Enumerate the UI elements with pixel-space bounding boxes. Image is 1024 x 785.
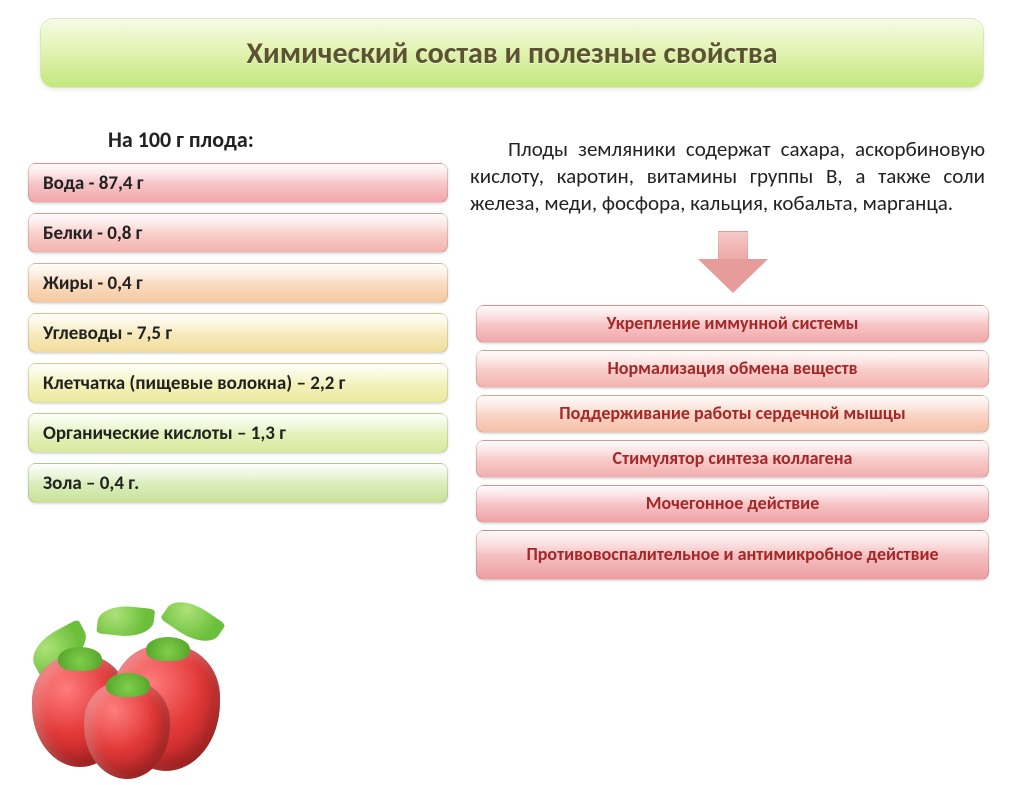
benefit-item: Противовоспалительное и антимикробное де… [476, 530, 989, 580]
composition-item-label: Вода - 87,4 г [43, 172, 144, 195]
benefits-list: Укрепление иммунной системы Нормализация … [470, 305, 995, 580]
benefit-item: Нормализация обмена веществ [476, 350, 989, 388]
composition-item-label: Белки - 0,8 г [43, 222, 142, 245]
benefit-item-label: Стимулятор синтеза коллагена [603, 449, 863, 469]
benefit-item-label: Противовоспалительное и антимикробное де… [516, 545, 948, 565]
composition-item: Органические кислоты – 1,3 г [28, 413, 448, 453]
composition-item: Вода - 87,4 г [28, 163, 448, 203]
composition-item: Белки - 0,8 г [28, 213, 448, 253]
composition-item: Жиры - 0,4 г [28, 263, 448, 303]
benefit-item-label: Мочегонное действие [636, 494, 830, 514]
benefit-item: Поддерживание работы сердечной мышцы [476, 395, 989, 433]
composition-item: Клетчатка (пищевые волокна) – 2,2 г [28, 363, 448, 403]
composition-column: На 100 г плода: Вода - 87,4 г Белки - 0,8… [28, 118, 448, 513]
composition-item: Углеводы - 7,5 г [28, 313, 448, 353]
composition-list: Вода - 87,4 г Белки - 0,8 г Жиры - 0,4 г Уг… [28, 163, 448, 503]
strawberry-image [24, 611, 244, 781]
composition-item-label: Углеводы - 7,5 г [43, 322, 172, 345]
benefit-item: Мочегонное действие [476, 485, 989, 523]
benefit-item-label: Поддерживание работы сердечной мышцы [549, 404, 915, 424]
composition-item-label: Зола – 0,4 г. [43, 472, 139, 495]
benefit-item: Стимулятор синтеза коллагена [476, 440, 989, 478]
benefit-item-label: Укрепление иммунной системы [596, 314, 868, 334]
benefits-column: Плоды земляники содержат сахара, аскорби… [470, 136, 995, 587]
composition-item-label: Клетчатка (пищевые волокна) – 2,2 г [43, 372, 345, 395]
composition-item-label: Органические кислоты – 1,3 г [43, 422, 286, 445]
page-title: Химический состав и полезные свойства [246, 35, 777, 72]
composition-item: Зола – 0,4 г. [28, 463, 448, 503]
composition-item-label: Жиры - 0,4 г [43, 272, 143, 295]
composition-subhead: На 100 г плода: [108, 126, 448, 153]
benefit-item: Укрепление иммунной системы [476, 305, 989, 343]
down-arrow-icon [698, 231, 768, 295]
description-paragraph: Плоды земляники содержат сахара, аскорби… [470, 136, 995, 217]
content-area: На 100 г плода: Вода - 87,4 г Белки - 0,8… [0, 118, 1024, 785]
benefit-item-label: Нормализация обмена веществ [597, 359, 867, 379]
title-bar: Химический состав и полезные свойства [40, 18, 984, 88]
